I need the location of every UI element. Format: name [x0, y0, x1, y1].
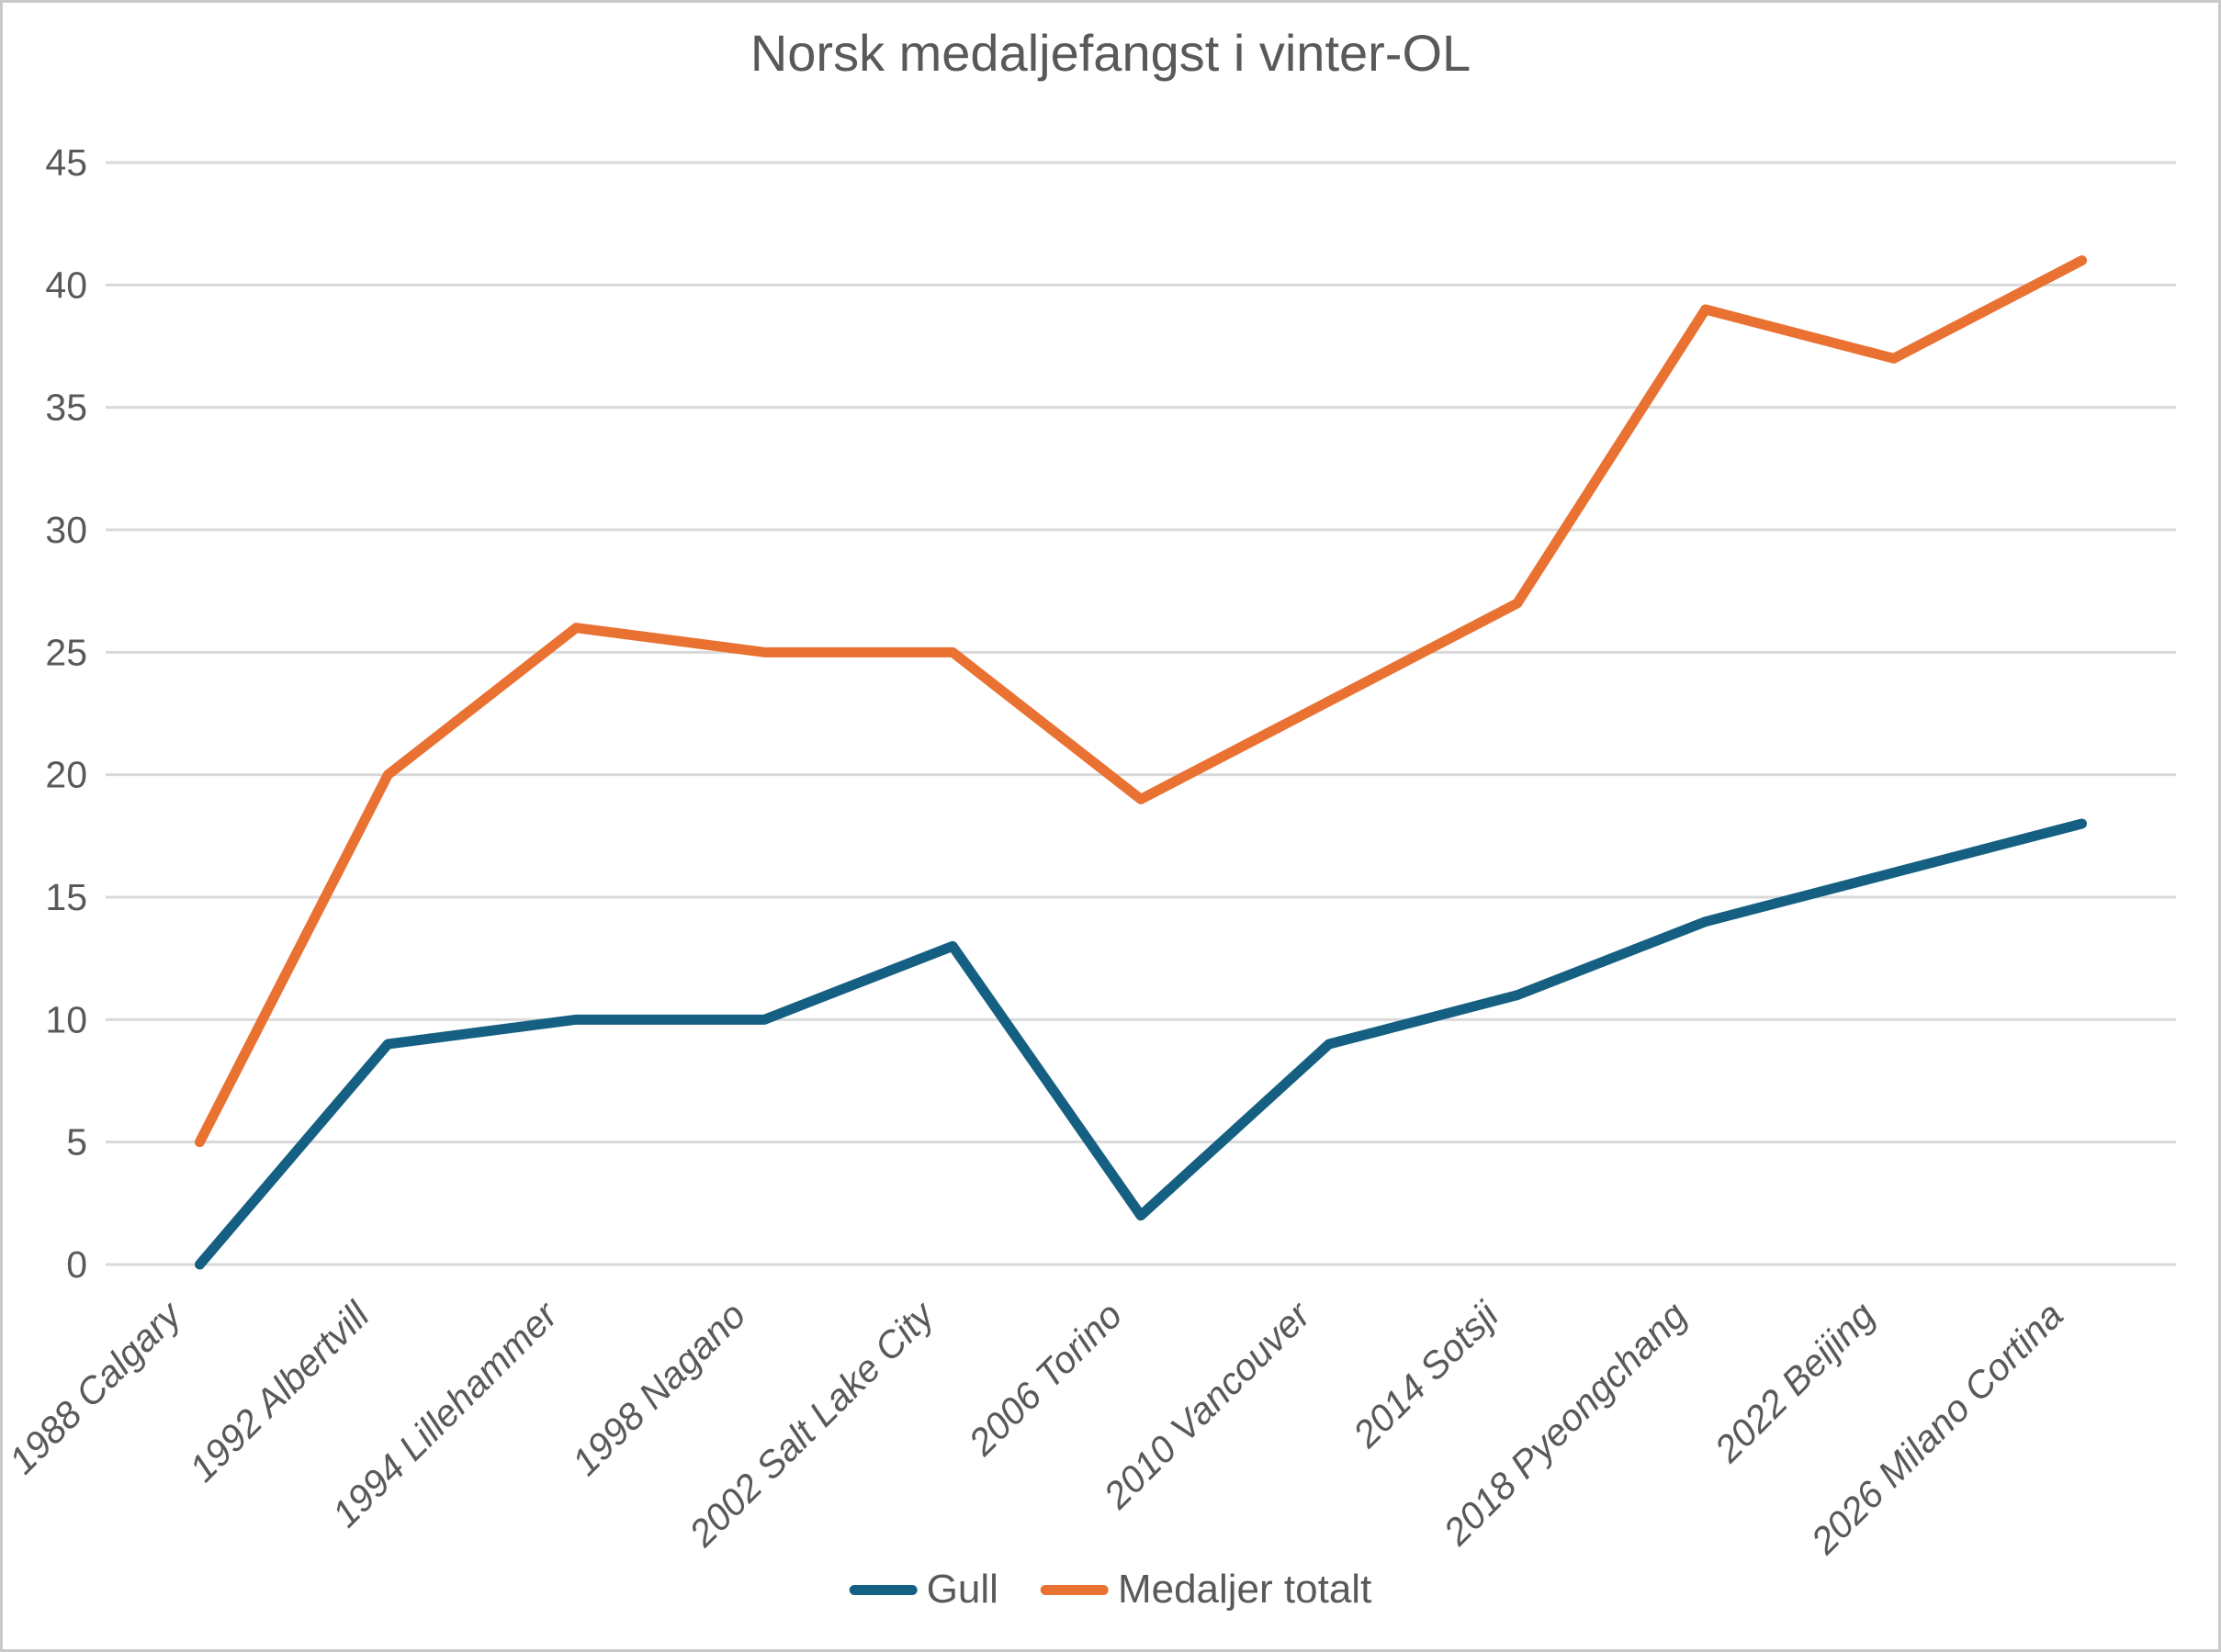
y-axis-tick-label: 40	[45, 264, 87, 306]
y-axis-tick-label: 10	[45, 998, 87, 1040]
legend-item-gull: Gull	[849, 1567, 998, 1613]
x-axis-tick-label: 1988 Calgary	[3, 1292, 191, 1482]
legend-item-medaljer-totalt: Medaljer totalt	[1040, 1567, 1372, 1613]
x-axis-tick-label: 1992 Albertvill	[181, 1293, 378, 1490]
y-axis-tick-label: 5	[66, 1121, 87, 1163]
series-line-medaljer-totalt	[194, 255, 2088, 1148]
x-axis-tick-label: 2006 Torino	[960, 1294, 1130, 1464]
legend: Gull Medaljer totalt	[849, 1567, 1372, 1613]
legend-label-medaljer-totalt: Medaljer totalt	[1117, 1567, 1372, 1612]
y-axis-tick-label: 45	[45, 141, 87, 184]
x-axis-tick-label: 1998 Nagano	[564, 1294, 754, 1484]
chart-title: Norsk medaljefangst i vinter-OL	[750, 24, 1471, 82]
series-line-gull	[194, 818, 2088, 1270]
medaljer-totalt-series-swatch	[1040, 1584, 1109, 1595]
y-axis-tick-label: 35	[45, 387, 87, 429]
x-axis-tick-label: 2010 Vancouver	[1095, 1292, 1320, 1517]
y-axis-tick-label: 30	[45, 509, 87, 551]
x-axis-tick-label: 2022 Beijing	[1706, 1294, 1883, 1471]
gull-series-swatch	[849, 1584, 918, 1595]
legend-label-gull: Gull	[926, 1567, 998, 1612]
y-axis-tick-label: 25	[45, 631, 87, 673]
y-axis-tick-label: 0	[66, 1243, 87, 1286]
y-axis-tick-label: 15	[45, 876, 87, 918]
x-axis-tick-label: 2014 Sotsji	[1345, 1293, 1508, 1456]
y-axis-tick-label: 20	[45, 754, 87, 796]
